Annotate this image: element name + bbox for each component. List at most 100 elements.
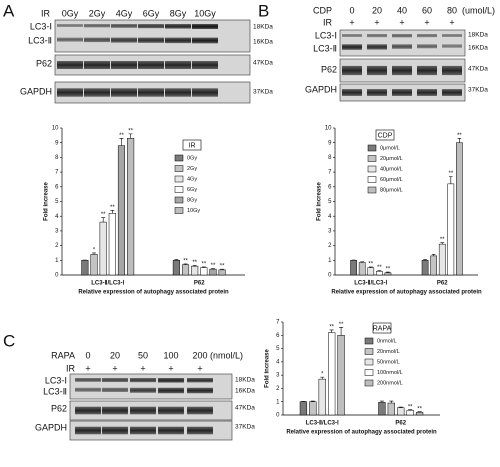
bar — [358, 262, 366, 276]
legend-label: 80μmol/L — [380, 187, 403, 193]
significance: ** — [101, 212, 106, 218]
significance: ** — [220, 264, 225, 270]
significance: ** — [339, 322, 344, 328]
legend-title: IR — [189, 142, 196, 149]
significance: ** — [417, 406, 422, 412]
significance: ** — [211, 263, 216, 269]
x-tick-label: P62 — [395, 421, 406, 427]
error-bar — [174, 259, 179, 261]
y-tick-label: 7 — [328, 170, 332, 176]
band — [57, 61, 83, 69]
kda-label: 16KDa — [468, 45, 488, 52]
blot-header-name: IR — [41, 8, 51, 18]
bar — [367, 267, 375, 276]
band — [111, 88, 137, 97]
y-axis-label: Fold increase — [265, 349, 271, 388]
bar — [172, 260, 180, 276]
row-label: LC3-Ⅱ — [313, 43, 337, 53]
x-axis-label: Relative expression of autophagy associa… — [331, 290, 482, 296]
legend-label: 8Gy — [187, 197, 197, 203]
band — [102, 378, 128, 382]
blot-header-name: RAPA — [51, 350, 75, 360]
bar — [328, 332, 336, 416]
band — [57, 24, 83, 27]
row-label: LC3-Ⅱ — [43, 386, 67, 396]
legend-swatch — [367, 155, 377, 162]
significance: ** — [183, 259, 188, 265]
legend-title-box — [182, 139, 202, 151]
x-tick-label: LC3-Ⅱ/LC3-Ⅰ — [354, 280, 387, 287]
y-axis-label: Fold increase — [44, 182, 50, 221]
band — [165, 61, 191, 69]
y-tick-label: 4 — [328, 214, 332, 220]
band — [138, 88, 164, 97]
row-label: LC3-Ⅰ — [315, 30, 337, 40]
lane-label: 4Gy — [116, 8, 133, 18]
error-bar — [423, 259, 427, 261]
kda-label: 18KDa — [468, 32, 488, 39]
treatment-mark: + — [424, 17, 429, 27]
significance: ** — [457, 133, 462, 139]
treatment-mark: + — [112, 363, 117, 373]
kda-label: 18KDa — [235, 377, 255, 384]
band — [417, 89, 437, 96]
legend-label: 10Gy — [187, 208, 200, 214]
band — [367, 65, 387, 76]
legend-swatch — [367, 176, 377, 183]
bar — [397, 407, 405, 416]
treatment-mark: + — [197, 363, 202, 373]
treatment-name: IR — [66, 363, 76, 373]
y-tick-label: 7 — [276, 320, 280, 326]
error-bar — [192, 265, 197, 267]
y-tick-label: 6 — [55, 184, 59, 190]
band — [102, 387, 128, 392]
legend-label: 40μmol/L — [380, 166, 403, 172]
band — [187, 426, 213, 435]
panel-label: A — [3, 1, 15, 20]
significance: ** — [192, 260, 197, 266]
row-label: GAPDH — [20, 86, 52, 96]
legend-label: 6Gy — [187, 187, 197, 193]
x-tick-label: LC3-Ⅱ/LC3-Ⅰ — [91, 280, 124, 287]
kda-label: 16KDa — [253, 39, 273, 46]
bar — [200, 267, 208, 276]
band — [138, 37, 164, 43]
error-bar — [386, 271, 390, 273]
x-tick-label: P62 — [194, 281, 205, 287]
band — [111, 24, 137, 28]
significance: ** — [110, 205, 115, 211]
legend-label: 20μmol/L — [380, 156, 403, 162]
legend-label: 0Gy — [187, 155, 197, 161]
lane-label: 0 — [349, 5, 354, 15]
panel-label: C — [3, 331, 15, 350]
bar — [406, 410, 414, 416]
row-label: P62 — [321, 64, 337, 74]
error-bar — [183, 263, 188, 265]
y-tick-label: 10 — [52, 126, 59, 132]
error-bar — [101, 217, 106, 223]
kda-label: 37KDa — [253, 89, 273, 96]
error-bar — [417, 411, 422, 413]
bar — [81, 260, 89, 276]
error-bar — [339, 327, 344, 336]
lane-label: 80 — [447, 5, 457, 15]
bar — [415, 412, 424, 416]
bar — [218, 269, 226, 276]
bar — [191, 265, 199, 276]
error-bar — [201, 266, 206, 268]
lane-label: 8Gy — [170, 8, 187, 18]
legend-swatch — [364, 358, 374, 366]
bar — [384, 272, 392, 276]
band — [130, 406, 156, 415]
y-tick-label: 5 — [55, 199, 59, 205]
band — [84, 88, 110, 97]
x-axis-label: Relative expression of autophagy associa… — [78, 290, 229, 296]
lane-label: 20 — [372, 5, 382, 15]
band — [187, 387, 213, 394]
band — [130, 387, 156, 393]
band — [165, 88, 191, 97]
treatment-mark: + — [85, 363, 90, 373]
x-axis-label: Relative expression of autophagy associa… — [286, 430, 437, 436]
kda-label: 37KDa — [468, 87, 488, 94]
legend-label: 100nmol/L — [377, 370, 403, 376]
